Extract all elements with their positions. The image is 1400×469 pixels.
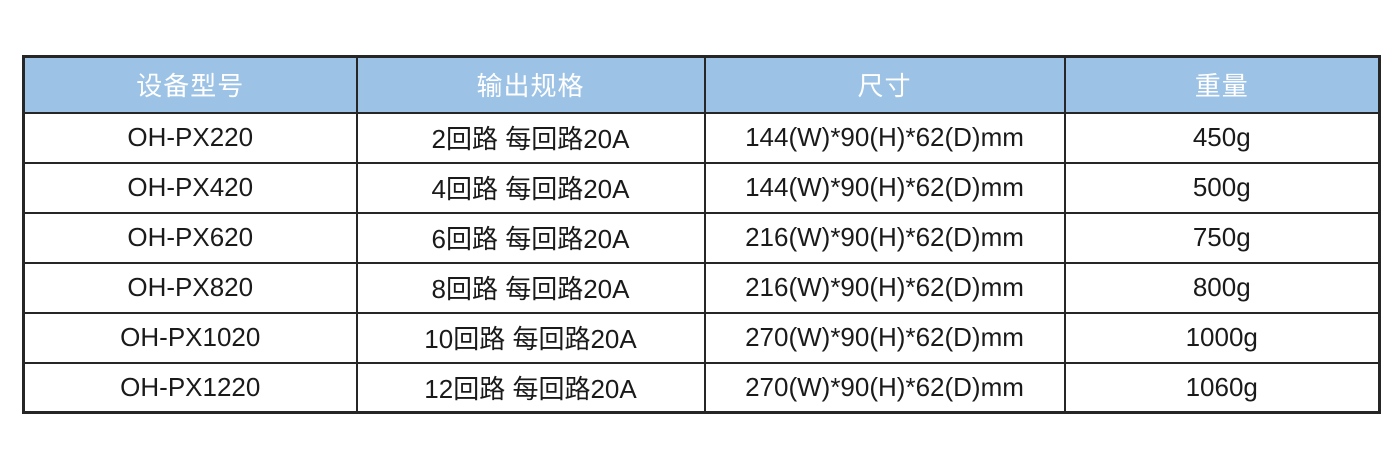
cell-output: 10回路 每回路20A bbox=[355, 311, 706, 364]
table-row: OH-PX820 8回路 每回路20A 216(W)*90(H)*62(D)mm… bbox=[22, 261, 1381, 314]
table-row: OH-PX1220 12回路 每回路20A 270(W)*90(H)*62(D)… bbox=[22, 361, 1381, 414]
cell-model: OH-PX1020 bbox=[22, 311, 358, 364]
spec-table-body: OH-PX220 2回路 每回路20A 144(W)*90(H)*62(D)mm… bbox=[22, 111, 1381, 414]
spec-table: 设备型号 输出规格 尺寸 重量 OH-PX220 2回路 每回路20A 144(… bbox=[22, 55, 1381, 414]
cell-weight: 1000g bbox=[1063, 311, 1381, 364]
header-cell-output: 输出规格 bbox=[355, 55, 706, 114]
cell-weight: 800g bbox=[1063, 261, 1381, 314]
cell-dimensions: 270(W)*90(H)*62(D)mm bbox=[703, 311, 1066, 364]
cell-output: 2回路 每回路20A bbox=[355, 111, 706, 164]
spec-table-header: 设备型号 输出规格 尺寸 重量 bbox=[22, 55, 1381, 114]
cell-output: 8回路 每回路20A bbox=[355, 261, 706, 314]
cell-dimensions: 216(W)*90(H)*62(D)mm bbox=[703, 211, 1066, 264]
cell-weight: 450g bbox=[1063, 111, 1381, 164]
cell-weight: 1060g bbox=[1063, 361, 1381, 414]
cell-dimensions: 144(W)*90(H)*62(D)mm bbox=[703, 161, 1066, 214]
cell-model: OH-PX420 bbox=[22, 161, 358, 214]
cell-model: OH-PX220 bbox=[22, 111, 358, 164]
cell-output: 6回路 每回路20A bbox=[355, 211, 706, 264]
cell-model: OH-PX820 bbox=[22, 261, 358, 314]
cell-dimensions: 270(W)*90(H)*62(D)mm bbox=[703, 361, 1066, 414]
cell-output: 4回路 每回路20A bbox=[355, 161, 706, 214]
table-row: OH-PX620 6回路 每回路20A 216(W)*90(H)*62(D)mm… bbox=[22, 211, 1381, 264]
header-cell-dimensions: 尺寸 bbox=[703, 55, 1066, 114]
header-cell-weight: 重量 bbox=[1063, 55, 1381, 114]
cell-dimensions: 216(W)*90(H)*62(D)mm bbox=[703, 261, 1066, 314]
cell-output: 12回路 每回路20A bbox=[355, 361, 706, 414]
cell-weight: 750g bbox=[1063, 211, 1381, 264]
cell-model: OH-PX620 bbox=[22, 211, 358, 264]
cell-weight: 500g bbox=[1063, 161, 1381, 214]
table-row: OH-PX220 2回路 每回路20A 144(W)*90(H)*62(D)mm… bbox=[22, 111, 1381, 164]
table-row: OH-PX1020 10回路 每回路20A 270(W)*90(H)*62(D)… bbox=[22, 311, 1381, 364]
cell-model: OH-PX1220 bbox=[22, 361, 358, 414]
cell-dimensions: 144(W)*90(H)*62(D)mm bbox=[703, 111, 1066, 164]
header-row: 设备型号 输出规格 尺寸 重量 bbox=[22, 55, 1381, 114]
header-cell-model: 设备型号 bbox=[22, 55, 358, 114]
table-row: OH-PX420 4回路 每回路20A 144(W)*90(H)*62(D)mm… bbox=[22, 161, 1381, 214]
